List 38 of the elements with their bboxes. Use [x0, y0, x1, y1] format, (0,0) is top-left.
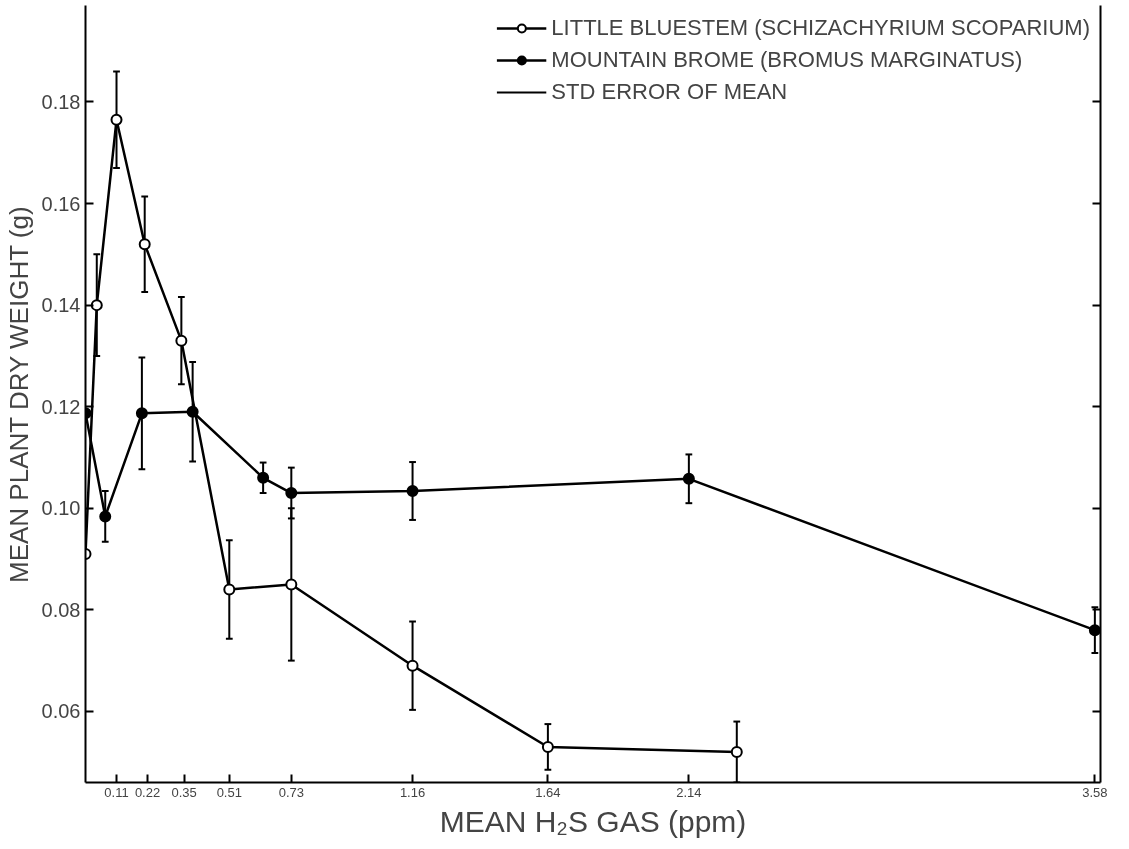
point: [285, 487, 298, 500]
point: [285, 578, 298, 591]
y-tick-label: 0.06: [41, 700, 81, 723]
point: [223, 583, 236, 596]
x-tick-label: 0.11: [104, 784, 129, 800]
annotation: STD ERROR OF MEAN: [551, 79, 788, 105]
y-tick-label: 0.08: [41, 598, 81, 621]
point: [175, 334, 188, 347]
y-tick-label: 0.18: [41, 90, 81, 113]
point: [541, 740, 554, 753]
x-axis-title: MEAN H₂S GAS (ppm): [439, 804, 747, 838]
y-tick-label: 0.16: [41, 192, 81, 215]
point: [90, 299, 103, 312]
y-axis-title: MEAN PLANT DRY WEIGHT (g): [3, 206, 34, 583]
point: [135, 407, 148, 420]
point: [99, 510, 112, 523]
x-tick-label: 0.73: [278, 784, 304, 800]
x-tick-label: 1.16: [399, 784, 426, 800]
legend-label: LITTLE BLUESTEM (SCHIZACHYRIUM SCOPARIUM): [551, 15, 1090, 41]
x-tick-label: 2.14: [676, 784, 702, 800]
point: [110, 113, 123, 126]
y-tick-label: 0.14: [41, 294, 81, 317]
x-tick-label: 1.64: [535, 784, 561, 800]
legend-label: MOUNTAIN BROME (BROMUS MARGINATUS): [551, 47, 1023, 73]
y-tick-label: 0.10: [41, 497, 81, 520]
x-tick-label: 0.51: [216, 784, 242, 800]
point: [186, 405, 199, 418]
point: [1088, 624, 1101, 637]
point: [257, 471, 270, 484]
point: [138, 238, 151, 251]
x-tick-label: 0.35: [171, 784, 197, 800]
y-tick-label: 0.12: [41, 395, 81, 418]
point: [682, 472, 695, 485]
point: [406, 659, 419, 672]
x-tick-label: 3.58: [1082, 784, 1108, 800]
point: [730, 746, 743, 759]
point: [406, 485, 419, 497]
x-tick-label: 0.22: [134, 784, 161, 800]
